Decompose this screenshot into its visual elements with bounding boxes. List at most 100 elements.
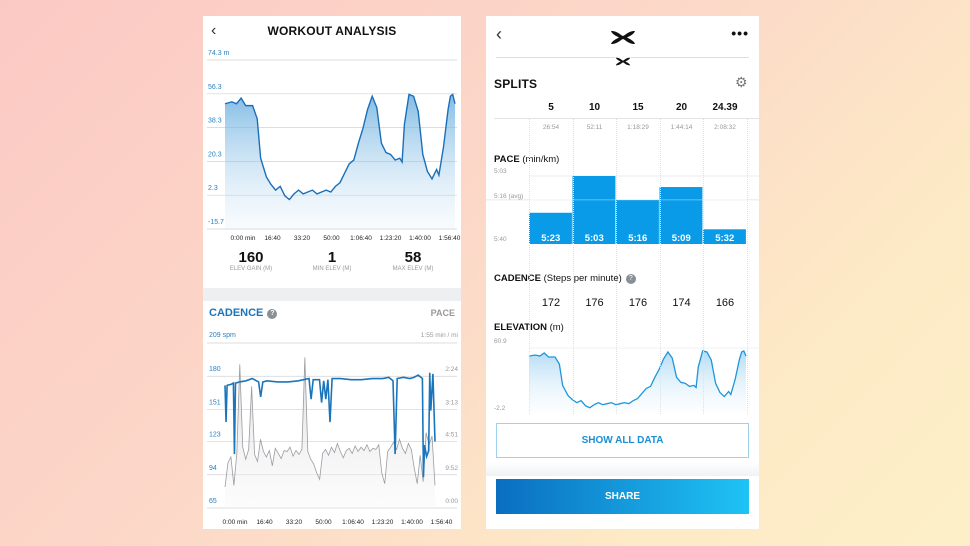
x-tick-label: 0:00 min [231,235,256,242]
split-distance: 5 [548,102,554,113]
pace-bar [529,212,572,244]
y-tick-label: 74.3 m [208,50,230,57]
y-tick-label: 38.3 [208,118,222,125]
pace-top-label: 5:03 [494,168,507,175]
right-tick-label: 9:52 [445,465,458,472]
x-tick-label: 50:00 [323,235,340,242]
cadence-tab[interactable]: CADENCE? [209,307,278,319]
split-cadence: 166 [715,297,735,309]
gear-icon[interactable]: ⚙ [735,74,748,90]
max-elev-label: MAX ELEV (M) [392,266,434,272]
pace-bar-label: 5:03 [585,233,604,244]
y-tick-label: 20.3 [208,151,222,158]
x-tick-label: 16:40 [256,519,273,526]
y-tick-label: -2.2 [494,405,506,412]
split-cadence: 174 [672,297,691,309]
y-tick-label: 56.3 [208,84,222,91]
elevation-title: ELEVATION (m) [494,322,564,333]
split-time: 2:08:32 [714,124,736,131]
question-circle-icon[interactable]: ? [267,309,278,319]
max-elev-value: 58 [404,249,422,266]
back-button[interactable]: ‹ [496,24,502,45]
chevron-left-icon: ‹ [496,24,502,44]
x-tick-label: 50:00 [315,519,332,526]
split-time: 1:44:14 [670,124,693,131]
pace-bar [616,199,659,244]
right-tick-label: 4:51 [445,432,458,439]
elevation-chart-small: 60.9 -2.2 [494,338,759,412]
pace-bar [703,229,746,244]
cadence-line [224,372,436,478]
pace-top-label: 1:55 min / mi [420,332,458,339]
pace-area [225,357,435,508]
split-distance: 15 [632,102,644,113]
pace-bar-label: 5:32 [715,233,734,244]
cadence-chart: 180 2:24 151 3:13 123 4:51 94 9:52 65 0:00 0:00 mi… [207,342,458,526]
left-tick-label: 123 [209,432,221,439]
column-divider [703,118,704,414]
workout-analysis-panel: ‹ WORKOUT ANALYSIS 74.3 m 56.3 38.3 20.3 2.3… [203,16,461,529]
column-divider [659,118,661,414]
x-tick-label: 1:06:40 [342,519,364,526]
cadence-top-label: 209 spm [209,332,236,339]
x-tick-label: 16:40 [264,235,281,242]
splits-title: SPLITS [494,77,538,91]
back-button[interactable]: ‹ [211,22,216,40]
more-horizontal-icon[interactable]: ••• [731,25,749,41]
column-divider [746,118,748,414]
pace-tab[interactable]: PACE [430,308,455,318]
chevron-left-icon: ‹ [211,22,217,39]
min-elev-label: MIN ELEV (M) [312,266,352,272]
elev-gain-label: ELEV GAIN (M) [229,266,273,272]
elev-gain-value: 160 [238,249,264,266]
show-all-data-button[interactable]: SHOW ALL DATA [496,423,749,458]
right-tick-label: 0:00 [445,498,458,505]
split-distance: 24.39 [712,102,738,113]
section-divider [486,462,759,476]
section-divider [203,288,461,301]
pace-bar-label: 5:23 [541,233,560,244]
split-distance: 10 [588,102,601,113]
share-button[interactable]: SHARE [496,479,749,514]
column-divider [572,118,574,414]
pace-line [224,357,436,487]
min-elev-value: 1 [327,249,337,266]
left-tick-label: 180 [209,366,221,373]
x-tick-label: 1:56:40 [431,519,453,526]
pace-avg-label: 5:16 (avg) [494,193,524,200]
split-time: 26:54 [542,124,560,131]
x-tick-label: 1:23:20 [380,235,402,242]
pace-bar [659,187,703,244]
x-tick-label: 33:20 [294,235,311,242]
pace-title: PACE (min/km) [494,154,560,165]
y-tick-label: 2.3 [208,185,218,192]
elevation-chart: 74.3 m 56.3 38.3 20.3 2.3 -15.7 0:00 min 16:40 3… [207,50,461,242]
x-tick-label: 1:56:40 [439,235,461,242]
split-distance: 20 [675,102,688,113]
cadence-title: CADENCE (Steps per minute)? [494,273,636,284]
elevation-line [224,93,456,201]
splits-panel: ‹ ••• SPLITS ⚙ PACE (min/km) 5:03 5:16 (… [486,16,759,529]
x-tick-label: 1:40:00 [409,235,431,242]
page-title: WORKOUT ANALYSIS [267,24,397,38]
left-tick-label: 65 [209,498,217,505]
x-tick-label: 1:23:20 [372,519,394,526]
pace-bar-chart: 5:23 5:03 5:16 5:09 5:32 [486,175,759,244]
elevation-area [225,94,455,229]
column-header-divider [494,118,759,119]
column-divider [529,118,530,414]
y-tick-label: 60.9 [494,338,507,345]
elevation-line [528,350,747,409]
split-cadence: 176 [628,297,648,309]
left-tick-label: 151 [209,399,221,406]
x-tick-label: 0:00 min [223,519,248,526]
x-tick-label: 1:06:40 [350,235,372,242]
x-tick-label: 33:20 [286,519,303,526]
split-time: 52:11 [586,124,603,131]
pace-bar-label: 5:09 [672,233,691,244]
pace-bottom-label: 5:40 [494,236,507,243]
y-tick-label: -15.7 [208,219,224,226]
question-circle-icon[interactable]: ? [625,274,636,284]
column-divider [616,118,617,414]
right-tick-label: 3:13 [445,399,458,406]
